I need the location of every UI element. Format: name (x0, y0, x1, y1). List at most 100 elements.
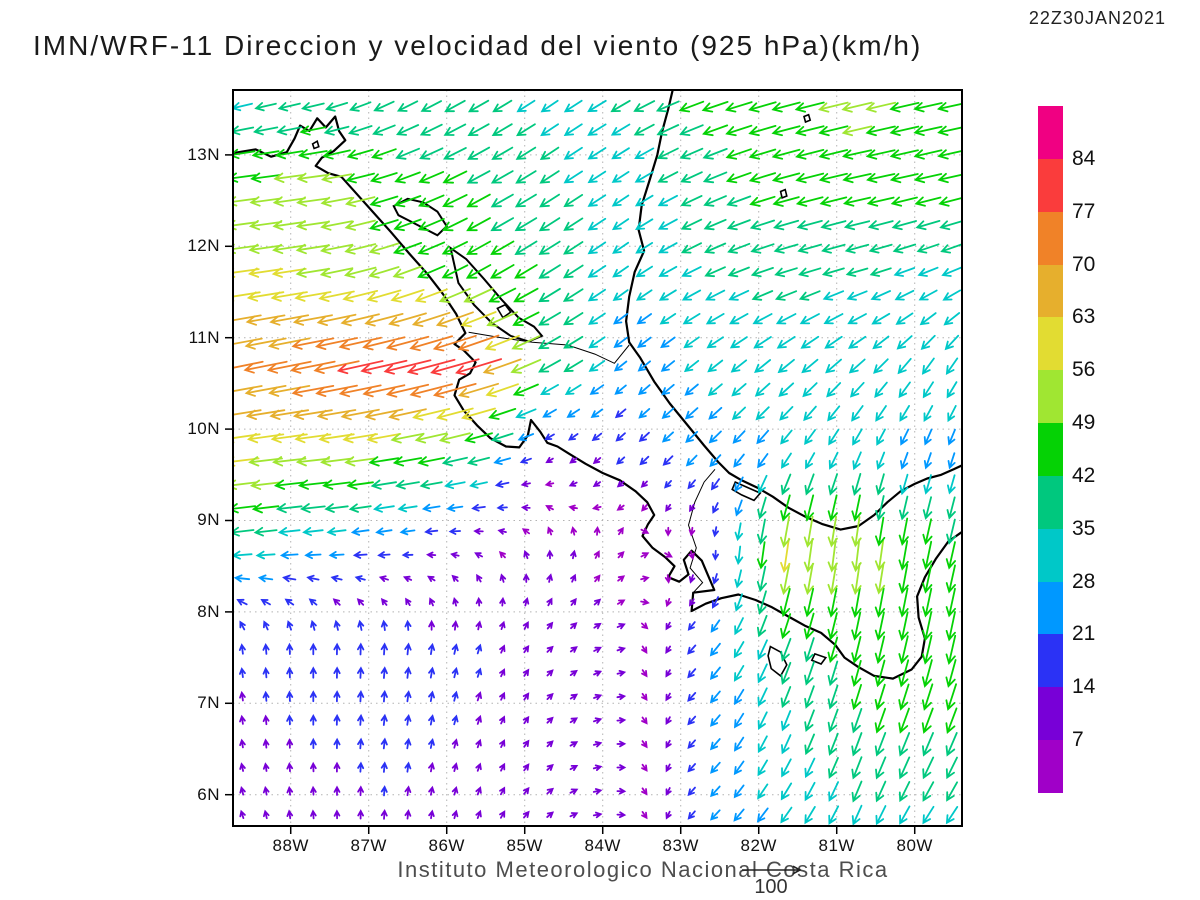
wind-arrow (414, 432, 448, 444)
wind-arrow (233, 102, 253, 112)
coastline-pacific-coast (233, 115, 962, 680)
wind-arrow (590, 408, 604, 418)
wind-arrow (417, 456, 445, 467)
wind-arrow (655, 100, 680, 113)
wind-arrow (417, 265, 446, 279)
wind-arrow (828, 757, 839, 779)
wind-arrow (426, 551, 437, 559)
wind-arrow (734, 569, 743, 589)
wind-arrow (490, 217, 514, 232)
wind-arrow (588, 360, 606, 372)
wind-arrow (748, 148, 777, 160)
wind-arrow (688, 526, 696, 537)
wind-arrow (466, 193, 491, 208)
wind-arrow (616, 646, 626, 653)
wind-arrow (475, 667, 483, 678)
wind-arrow (372, 124, 396, 136)
wind-arrow (404, 690, 412, 703)
wind-arrow (945, 659, 957, 688)
wind-arrow (733, 808, 745, 822)
wind-arrow (946, 381, 958, 399)
wind-arrow (286, 620, 294, 631)
wind-arrow (845, 267, 869, 277)
wind-arrow (546, 669, 554, 677)
wind-arrow (757, 759, 768, 777)
wind-arrow (371, 148, 397, 160)
wind-arrow (369, 195, 399, 208)
wind-arrow (637, 336, 652, 349)
wind-arrow (340, 408, 380, 421)
wind-arrow (889, 125, 920, 136)
wind-arrow (233, 172, 257, 183)
wind-arrow (898, 611, 909, 642)
wind-arrow (734, 688, 745, 706)
wind-arrow (634, 171, 654, 183)
wind-arrow (309, 642, 317, 656)
wind-arrow (324, 503, 349, 513)
wind-arrow (680, 171, 703, 183)
wind-arrow (818, 172, 848, 184)
wind-arrow (641, 740, 648, 749)
wind-arrow (591, 432, 603, 442)
wind-arrow (368, 266, 400, 279)
wind-arrow (679, 124, 704, 136)
wind-arrow (332, 598, 341, 606)
wind-arrow (333, 666, 341, 679)
wind-arrow (772, 196, 800, 207)
wind-arrow (688, 574, 696, 584)
wind-arrow (369, 219, 399, 231)
wind-arrow (664, 480, 672, 489)
wind-arrow (727, 266, 750, 278)
wind-arrow (475, 762, 482, 772)
wind-arrow (326, 527, 347, 536)
wind-arrow (922, 635, 933, 665)
wind-arrow (441, 241, 468, 255)
colorbar-label: 63 (1072, 305, 1096, 329)
wind-arrow (248, 243, 283, 255)
wind-arrow (617, 551, 625, 559)
wind-arrow (333, 737, 341, 750)
wind-arrow (314, 337, 358, 350)
wind-arrow (233, 550, 253, 560)
wind-arrow (292, 314, 333, 326)
wind-arrow (277, 102, 301, 112)
wind-arrow (658, 242, 678, 254)
wind-arrow (734, 476, 744, 493)
wind-arrow (404, 761, 412, 773)
wind-arrow (922, 781, 935, 802)
wind-arrow (876, 428, 886, 446)
wind-arrow (510, 358, 542, 374)
wind-arrow (499, 739, 506, 748)
wind-arrow (269, 314, 310, 326)
wind-arrow (318, 432, 355, 444)
wind-arrow (251, 148, 280, 160)
colorbar-label: 42 (1072, 463, 1096, 487)
wind-arrow (546, 573, 553, 583)
wind-arrow (794, 101, 825, 113)
wind-arrow (239, 809, 246, 819)
wind-arrow (589, 384, 605, 395)
wind-arrow (428, 785, 435, 796)
wind-arrow (309, 714, 317, 726)
wind-arrow (336, 360, 384, 375)
wind-arrow (239, 620, 246, 631)
lon-tick-label: 82W (740, 836, 777, 855)
map-frame (232, 89, 963, 827)
wind-arrow (945, 357, 959, 375)
wind-arrow (828, 473, 838, 496)
coastlines-layer (233, 90, 962, 680)
wind-arrow (940, 243, 962, 254)
wind-arrow (380, 597, 388, 606)
wind-arrow (392, 242, 423, 255)
wind-arrow (709, 690, 721, 704)
wind-arrow (563, 241, 584, 255)
wind-arrow (889, 102, 920, 113)
wind-arrow (421, 503, 441, 513)
wind-arrow (451, 762, 459, 772)
wind-arrow (475, 786, 482, 796)
timestamp: 22Z30JAN2021 (1028, 8, 1166, 28)
wind-arrow (665, 669, 672, 678)
wind-arrow (275, 503, 303, 514)
wind-arrow (709, 666, 721, 680)
wind-arrow (750, 243, 775, 254)
